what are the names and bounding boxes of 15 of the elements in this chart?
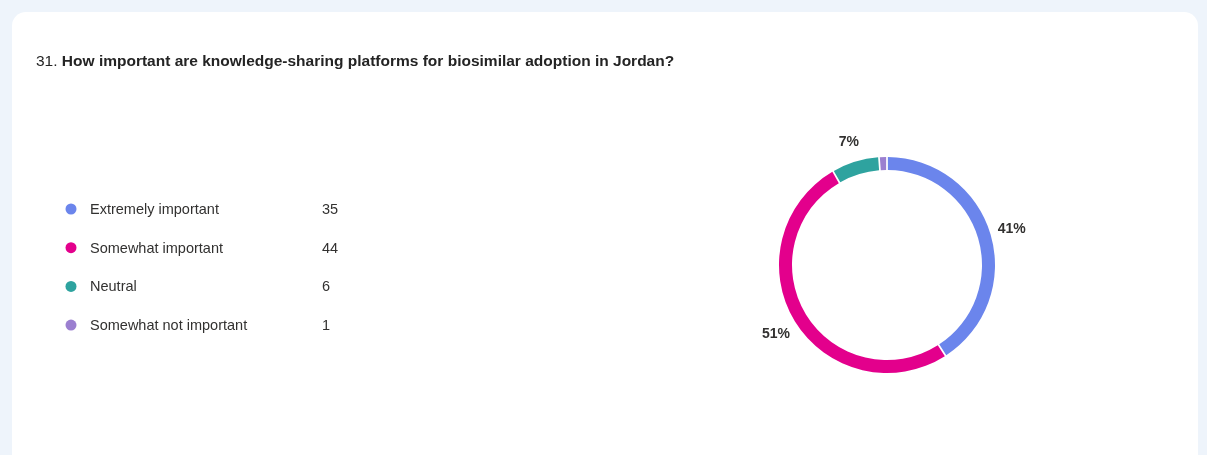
text: 1 xyxy=(322,317,331,334)
donut-slice xyxy=(879,157,887,171)
legend-label: Neutral xyxy=(90,278,137,295)
data-label: 41% xyxy=(997,220,1027,237)
legend-label: Extremely important xyxy=(90,201,219,217)
text: 6 xyxy=(322,278,331,295)
donut-slice xyxy=(887,157,995,356)
data-label: 7% xyxy=(838,132,860,149)
data-label: 51% xyxy=(762,324,791,341)
chart-title: 31. How important are knowledge-sharing platforms for biosimilar adoption in Jordan? xyxy=(36,52,675,69)
text: 44 xyxy=(322,239,339,256)
text: 35 xyxy=(322,201,339,217)
donut-slice xyxy=(833,157,880,183)
legend-label: Somewhat not important xyxy=(90,317,248,334)
legend-label: Somewhat important xyxy=(90,239,223,256)
